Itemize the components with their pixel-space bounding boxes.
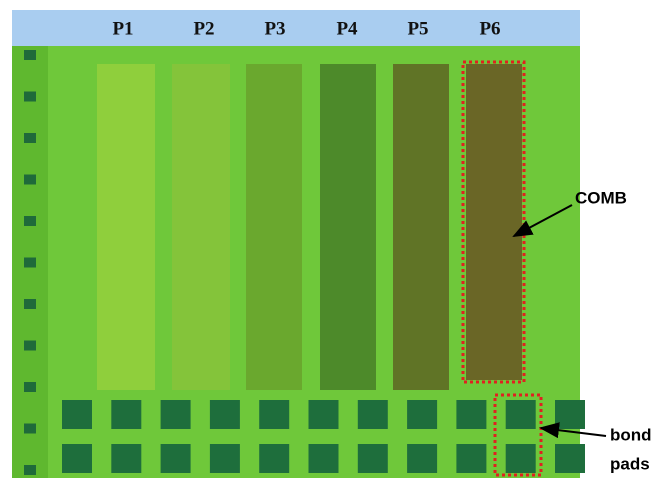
edge-marker xyxy=(24,133,36,143)
column-label: P5 xyxy=(407,18,428,39)
column-label: P3 xyxy=(264,18,285,39)
edge-marker xyxy=(24,299,36,309)
comb-label: COMB xyxy=(575,188,627,207)
column-label: P2 xyxy=(193,18,214,39)
bond-pad xyxy=(62,444,92,473)
edge-marker xyxy=(24,341,36,351)
bond-pad xyxy=(259,444,289,473)
pad-label: bond xyxy=(610,425,652,444)
bond-pad xyxy=(62,400,92,429)
bond-pad xyxy=(456,400,486,429)
bond-pad xyxy=(555,400,585,429)
comb-p1 xyxy=(97,64,155,390)
column-label: P1 xyxy=(112,18,133,39)
bond-pad xyxy=(309,444,339,473)
bond-pad xyxy=(210,400,240,429)
comb-p4 xyxy=(320,64,376,390)
bond-pad xyxy=(210,444,240,473)
bond-pad xyxy=(161,444,191,473)
bond-pad xyxy=(111,400,141,429)
bond-pad xyxy=(407,444,437,473)
bond-pad xyxy=(161,400,191,429)
comb-p5 xyxy=(393,64,449,390)
bond-pad xyxy=(506,400,536,429)
edge-marker xyxy=(24,258,36,268)
edge-marker xyxy=(24,50,36,60)
edge-marker xyxy=(24,424,36,434)
bond-pad xyxy=(309,400,339,429)
column-label: P4 xyxy=(336,18,358,39)
bond-pad xyxy=(358,400,388,429)
comb-p6 xyxy=(466,64,522,380)
pad-label: pads xyxy=(610,454,650,473)
edge-marker xyxy=(24,92,36,102)
comb-p3 xyxy=(246,64,302,390)
bond-pad xyxy=(456,444,486,473)
edge-marker xyxy=(24,216,36,226)
bond-pad xyxy=(506,444,536,473)
bond-pad xyxy=(555,444,585,473)
edge-marker xyxy=(24,465,36,475)
bond-pad xyxy=(111,444,141,473)
bond-pad xyxy=(259,400,289,429)
bond-pad xyxy=(407,400,437,429)
edge-marker xyxy=(24,382,36,392)
micrograph-figure: P1 P2 P3 P4 P5 P6 COMB bond pads xyxy=(0,0,668,481)
edge-marker xyxy=(24,175,36,185)
comb-p2 xyxy=(172,64,230,390)
column-label: P6 xyxy=(479,18,500,39)
bond-pad xyxy=(358,444,388,473)
